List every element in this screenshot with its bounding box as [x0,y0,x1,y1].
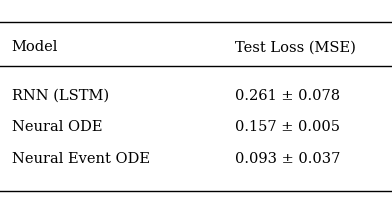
Text: Model: Model [12,40,58,54]
Text: 0.157 ± 0.005: 0.157 ± 0.005 [235,120,340,134]
Text: RNN (LSTM): RNN (LSTM) [12,89,109,102]
Text: 0.261 ± 0.078: 0.261 ± 0.078 [235,89,340,102]
Text: 0.093 ± 0.037: 0.093 ± 0.037 [235,152,341,165]
Text: Neural ODE: Neural ODE [12,120,102,134]
Text: Neural Event ODE: Neural Event ODE [12,152,150,165]
Text: Test Loss (MSE): Test Loss (MSE) [235,40,356,54]
